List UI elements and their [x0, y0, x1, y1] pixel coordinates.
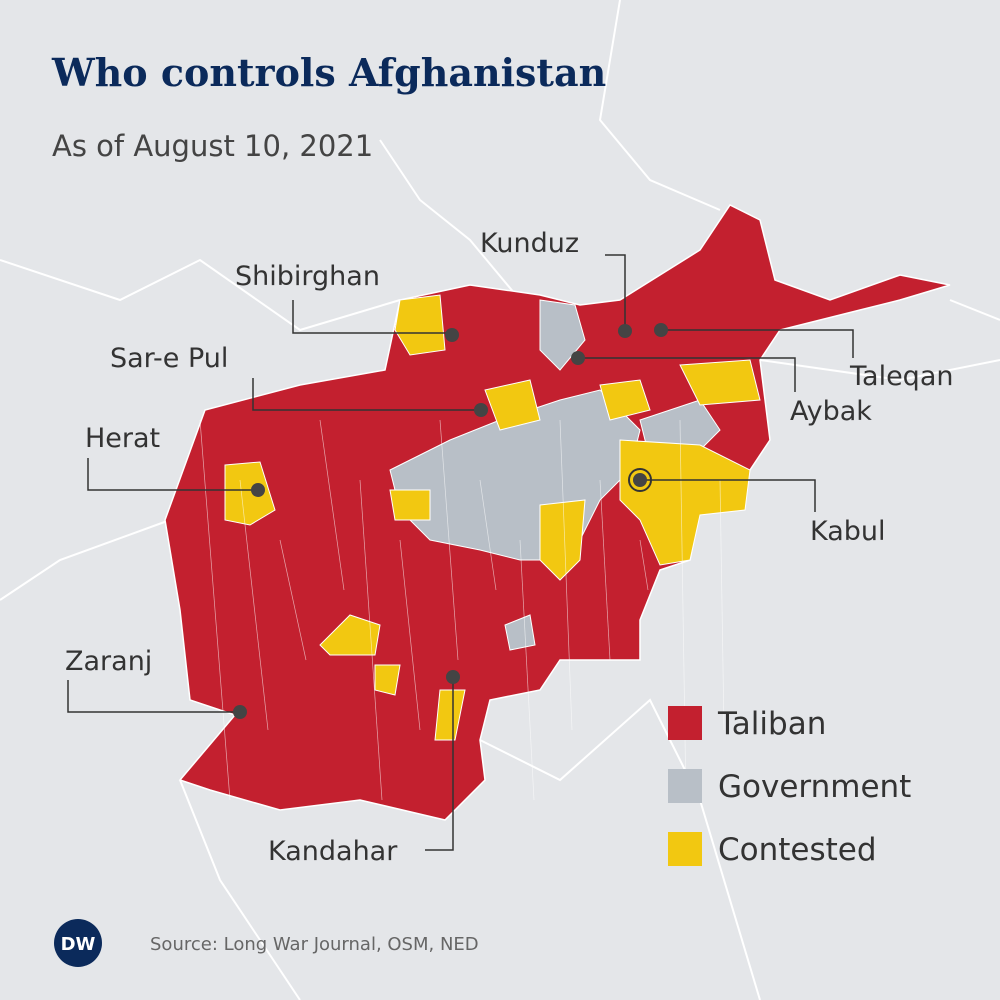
- contested-area: [619, 439, 751, 566]
- city-dot: [654, 323, 668, 337]
- district-line: [559, 419, 573, 731]
- leader-line: [425, 677, 454, 851]
- border: [598, 0, 721, 211]
- legend: Taliban Government Contested: [668, 706, 911, 868]
- district-line: [319, 419, 345, 591]
- city-label: Zaranj: [65, 646, 152, 677]
- border: [759, 299, 1000, 382]
- district-line: [239, 479, 269, 731]
- city-dot: [251, 483, 265, 497]
- contested-area: [394, 294, 446, 356]
- contested-area: [374, 664, 401, 696]
- district-line: [719, 479, 725, 731]
- title: Who controls Afghanistan: [51, 50, 606, 95]
- district-line: [519, 539, 535, 801]
- legend-swatch: [668, 832, 702, 866]
- district-line: [439, 419, 459, 661]
- district-line: [479, 479, 497, 591]
- contested-area: [389, 489, 431, 521]
- district-line: [279, 539, 307, 661]
- city-label: Taleqan: [849, 361, 953, 392]
- logo: DW: [61, 934, 96, 955]
- city-dot: [474, 403, 488, 417]
- city-label: Herat: [85, 423, 160, 454]
- city-label: Kabul: [810, 516, 886, 547]
- logo-badge: [54, 919, 102, 967]
- legend-label: Government: [718, 769, 911, 805]
- legend-label: Taliban: [717, 706, 826, 742]
- contested-area: [599, 379, 651, 421]
- city-label: Aybak: [790, 396, 872, 427]
- leader-line: [67, 680, 240, 713]
- contested-area: [224, 461, 276, 526]
- city-dot: [571, 351, 585, 365]
- legend-swatch: [668, 706, 702, 740]
- city-label: Kandahar: [268, 836, 398, 867]
- city-dot: [633, 473, 647, 487]
- district-line: [359, 479, 383, 801]
- city-label: Sar-e Pul: [110, 343, 228, 374]
- legend-swatch: [668, 769, 702, 803]
- leader-line: [292, 300, 452, 334]
- leader-line: [578, 357, 796, 392]
- legend-label: Contested: [718, 832, 877, 868]
- city-dot: [446, 670, 460, 684]
- leader-line: [605, 254, 626, 331]
- leader-line: [252, 378, 481, 411]
- city-dot: [618, 324, 632, 338]
- contested-area: [484, 379, 541, 431]
- contested-area: [539, 499, 586, 581]
- contested-area: [434, 689, 466, 741]
- border: [0, 519, 171, 601]
- contested-area: [319, 614, 381, 656]
- district-line: [599, 479, 611, 661]
- city-label: Shibirghan: [235, 261, 380, 292]
- city-dot: [233, 705, 247, 719]
- border: [179, 779, 301, 1000]
- cities: Kunduz Shibirghan Sar-e Pul Herat Zaranj Kand…: [65, 228, 953, 867]
- subtitle: As of August 10, 2021: [52, 129, 373, 163]
- capital-ring: [628, 468, 652, 492]
- leader-line: [87, 458, 258, 491]
- city-label: Kunduz: [480, 228, 579, 259]
- leader-line: [640, 479, 816, 512]
- border: [479, 698, 761, 1000]
- government-area: [504, 614, 536, 651]
- leader-line: [661, 329, 854, 358]
- border: [379, 139, 521, 301]
- district-line: [399, 539, 421, 731]
- district-line: [199, 419, 231, 801]
- source: Source: Long War Journal, OSM, NED: [150, 934, 479, 955]
- district-line: [639, 539, 649, 591]
- contested-area: [679, 359, 761, 406]
- city-dot: [445, 328, 459, 342]
- border: [0, 258, 401, 332]
